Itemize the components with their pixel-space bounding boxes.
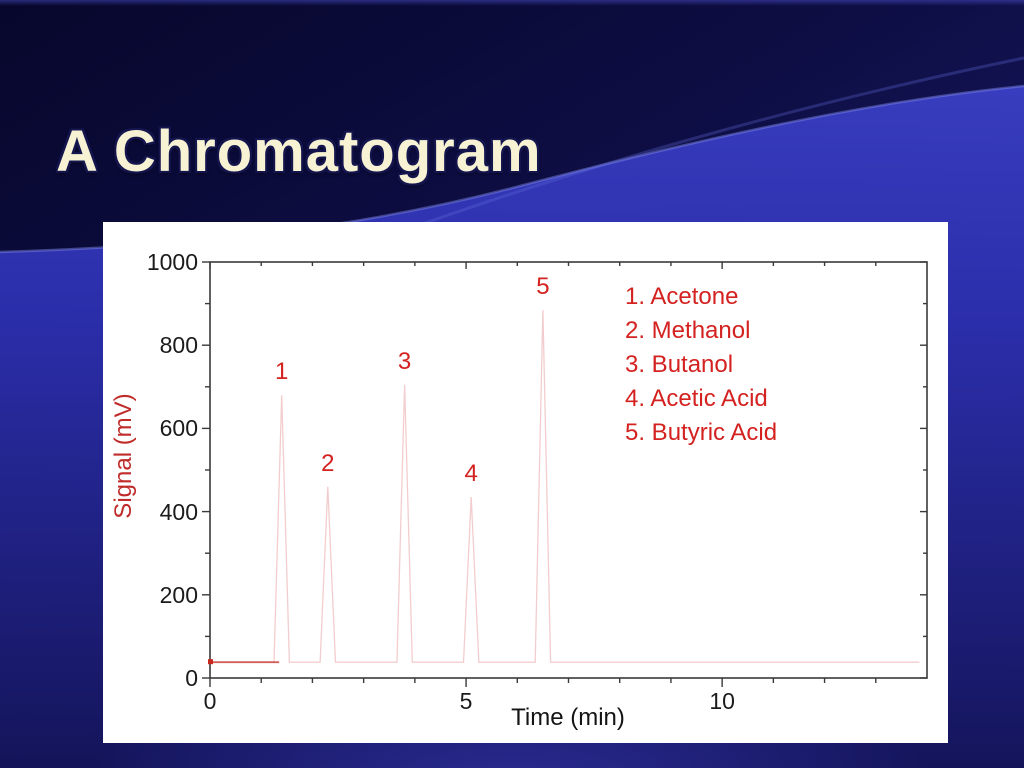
chart-legend: 1. Acetone 2. Methanol 3. Butanol 4. Acetic…	[625, 280, 855, 450]
peak-label-butanol: 3	[397, 347, 412, 375]
x-tick-label: 0	[203, 688, 217, 714]
peak-label-butyric-acid: 5	[536, 272, 550, 300]
chromatogram-chart-panel: 1000 800 600 400 200 0 0 5 10 Time (min) Signal…	[103, 222, 948, 743]
y-tick-label: 200	[159, 581, 198, 608]
legend-item: 2. Methanol	[625, 317, 751, 344]
x-axis-title: Time (min)	[511, 704, 625, 731]
y-tick-label: 1000	[146, 249, 198, 275]
slide-top-edge-sheen	[0, 0, 1024, 6]
legend-item: 1. Acetone	[625, 283, 739, 310]
peak-label-acetone: 1	[275, 358, 289, 386]
slide-title: A Chromatogram	[56, 119, 542, 184]
y-axis-title: Signal (mV)	[110, 393, 137, 519]
legend-item: 3. Butanol	[625, 351, 734, 378]
peak-label-acetic-acid: 4	[464, 460, 478, 488]
y-tick-label: 800	[159, 332, 198, 359]
peak-label-methanol: 2	[321, 449, 335, 477]
injection-marker	[208, 659, 213, 665]
legend-item: 4. Acetic Acid	[625, 385, 768, 412]
legend-item: 5. Butyric Acid	[625, 419, 778, 446]
